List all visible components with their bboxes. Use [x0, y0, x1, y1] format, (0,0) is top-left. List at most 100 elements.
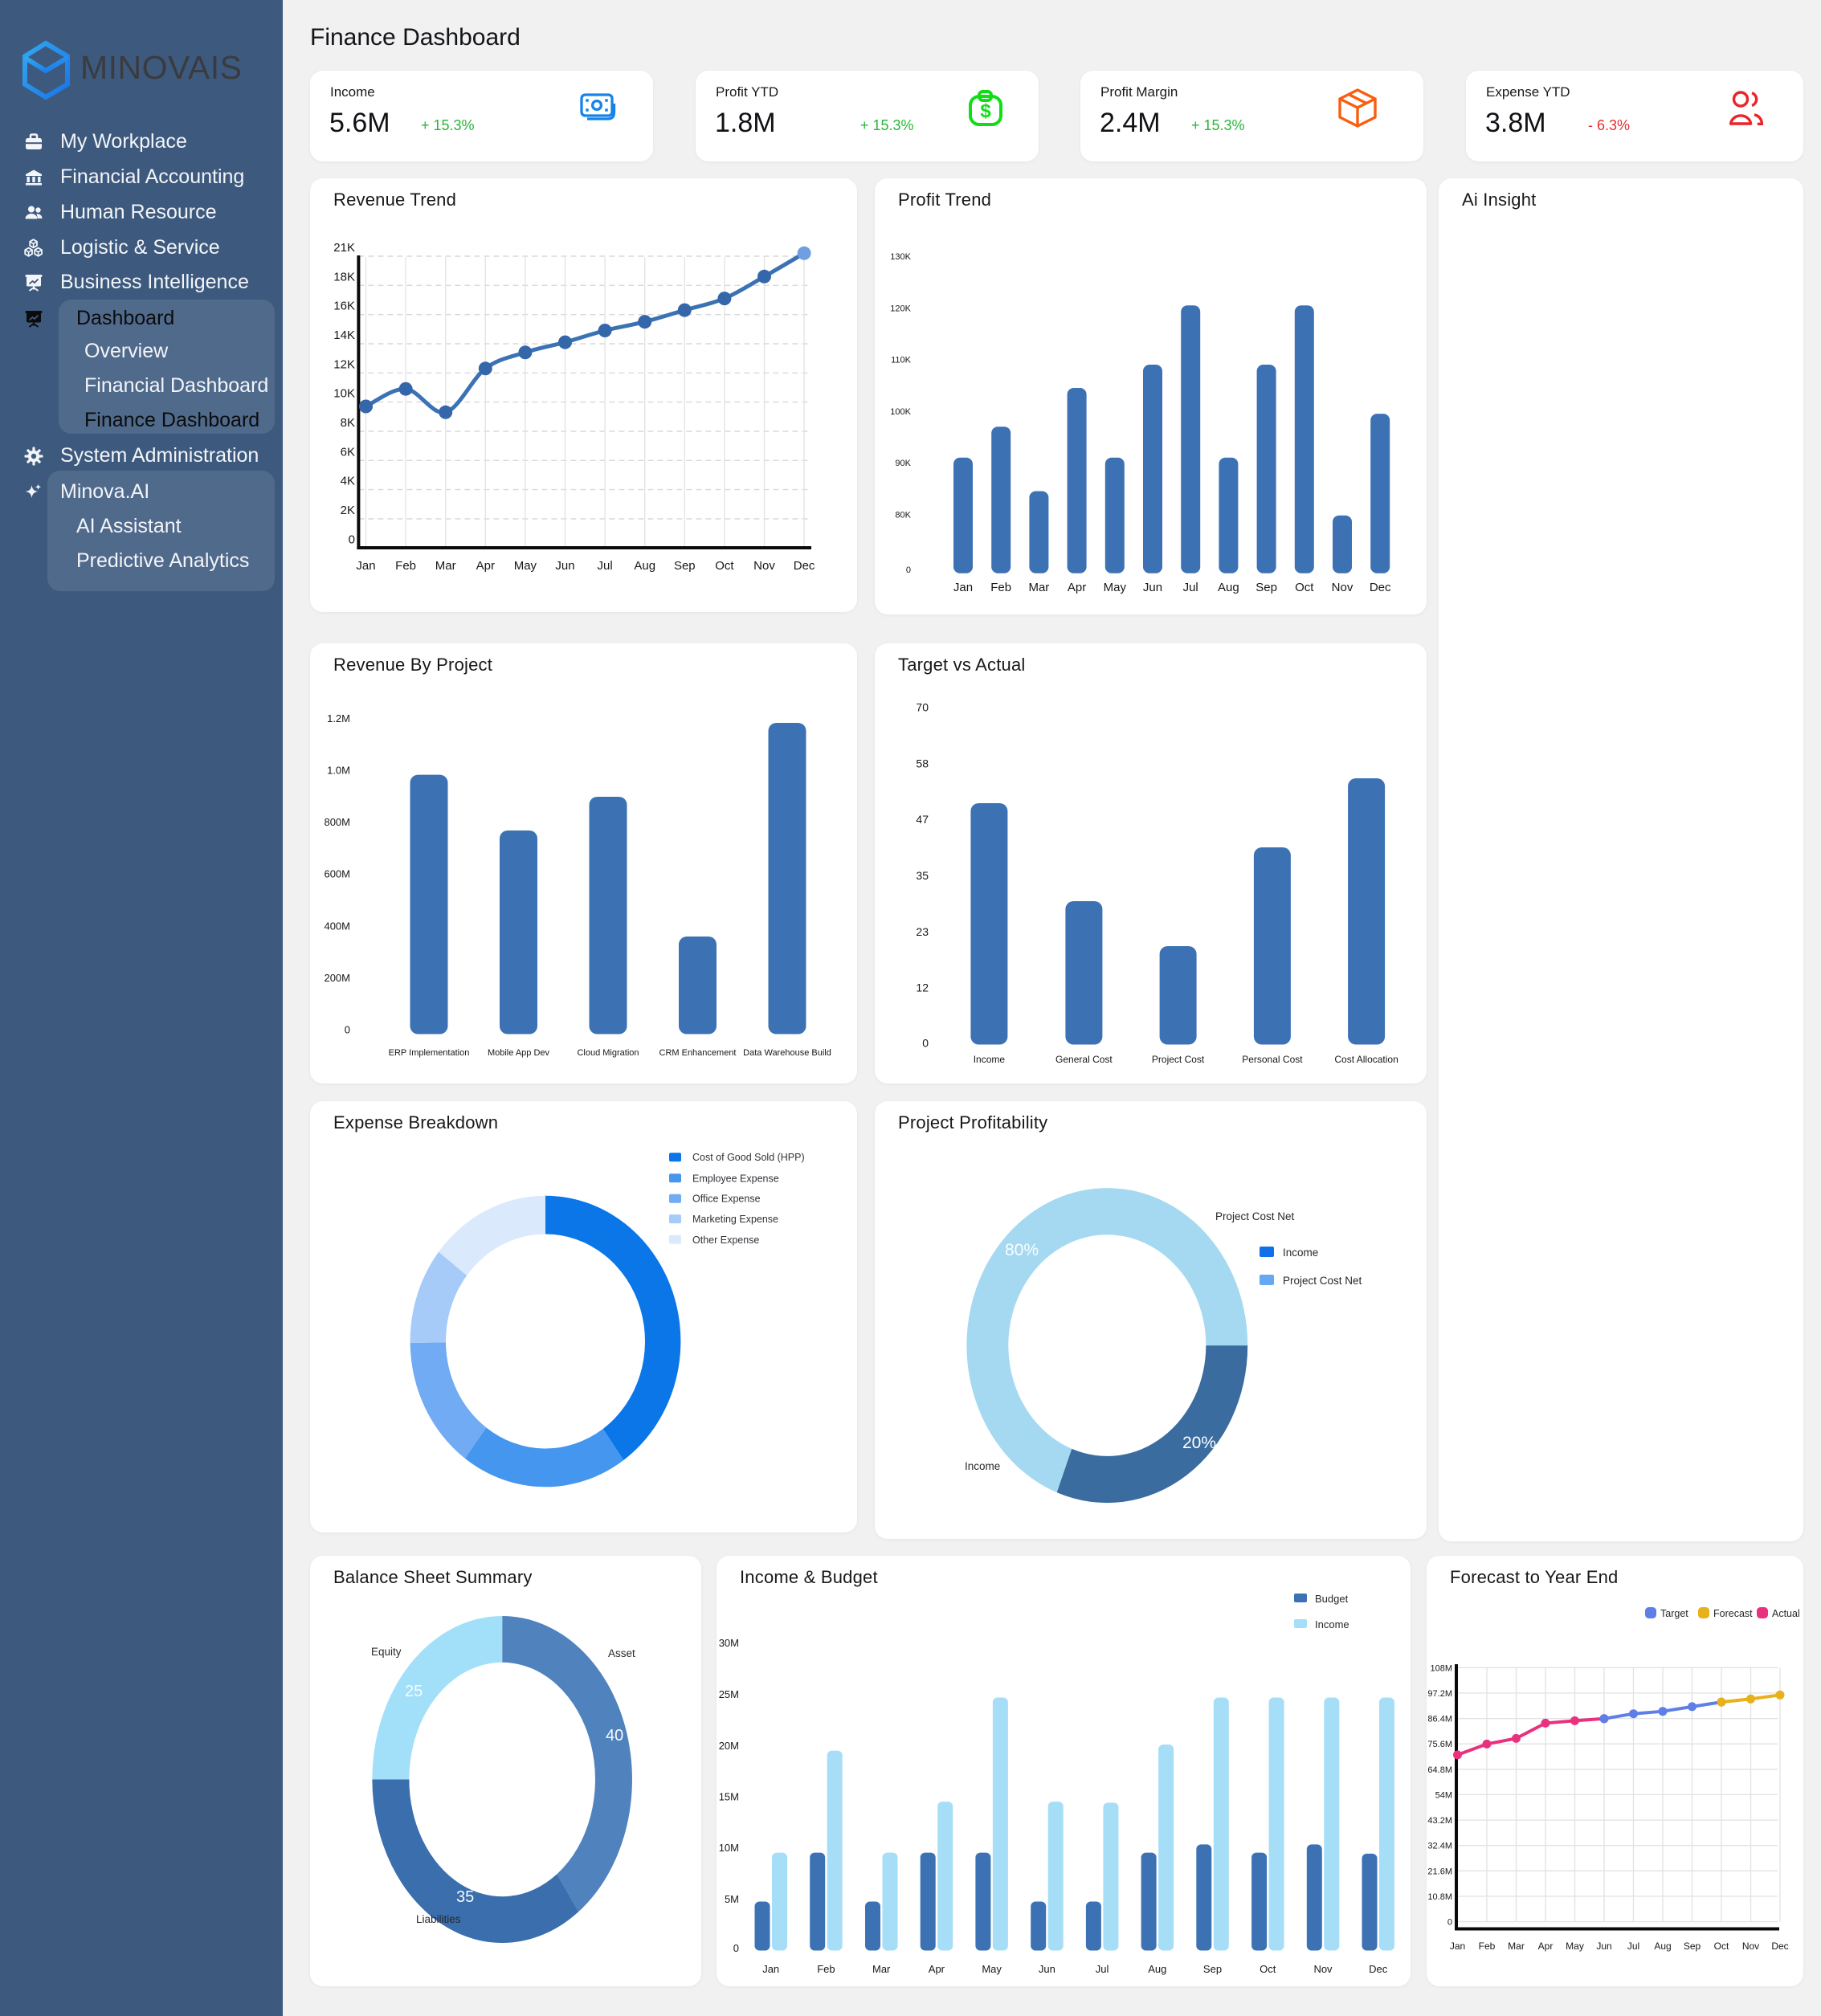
svg-text:May: May	[982, 1963, 1002, 1975]
svg-text:40: 40	[606, 1727, 623, 1745]
svg-text:Feb: Feb	[990, 581, 1011, 594]
svg-text:Jan: Jan	[953, 581, 973, 594]
svg-text:4K: 4K	[341, 475, 355, 488]
svg-text:Nov: Nov	[1313, 1963, 1333, 1975]
svg-text:Office Expense: Office Expense	[692, 1194, 761, 1205]
svg-text:10.8M: 10.8M	[1427, 1892, 1452, 1902]
svg-text:2K: 2K	[341, 504, 355, 517]
svg-text:Project Cost: Project Cost	[1152, 1054, 1205, 1065]
svg-text:1.2M: 1.2M	[327, 712, 350, 724]
svg-text:Feb: Feb	[395, 559, 416, 573]
svg-text:Apr: Apr	[1068, 581, 1086, 594]
svg-text:Mar: Mar	[435, 559, 456, 573]
svg-text:Apr: Apr	[929, 1963, 945, 1975]
svg-text:Apr: Apr	[476, 559, 495, 573]
svg-text:110K: 110K	[891, 356, 912, 365]
svg-text:Budget: Budget	[1315, 1593, 1349, 1605]
svg-text:130K: 130K	[890, 252, 911, 262]
svg-text:800M: 800M	[324, 816, 350, 828]
svg-text:Jul: Jul	[1627, 1941, 1639, 1952]
svg-text:May: May	[1566, 1941, 1584, 1952]
svg-text:Feb: Feb	[1479, 1941, 1496, 1952]
svg-text:Aug: Aug	[634, 559, 655, 573]
svg-text:6K: 6K	[341, 445, 355, 459]
svg-text:Jul: Jul	[1096, 1963, 1109, 1975]
svg-text:Marketing Expense: Marketing Expense	[692, 1214, 778, 1225]
svg-text:18K: 18K	[333, 270, 355, 284]
svg-text:Project Cost Net: Project Cost Net	[1283, 1275, 1362, 1287]
svg-text:20M: 20M	[719, 1740, 739, 1752]
svg-text:Jun: Jun	[1039, 1963, 1055, 1975]
svg-text:80%: 80%	[1005, 1241, 1039, 1259]
svg-text:Nov: Nov	[1742, 1941, 1759, 1952]
svg-text:May: May	[1104, 581, 1127, 594]
svg-text:70: 70	[916, 700, 929, 713]
svg-text:CRM Enhancement: CRM Enhancement	[659, 1048, 737, 1058]
svg-text:600M: 600M	[324, 868, 350, 880]
svg-text:0: 0	[733, 1942, 739, 1954]
svg-text:$: $	[980, 100, 991, 122]
svg-text:43.2M: 43.2M	[1427, 1816, 1452, 1826]
svg-text:Mar: Mar	[1028, 581, 1049, 594]
svg-text:35: 35	[916, 869, 929, 882]
svg-text:8K: 8K	[341, 416, 355, 430]
svg-text:108M: 108M	[1430, 1663, 1452, 1673]
svg-text:47: 47	[916, 813, 929, 826]
svg-text:120K: 120K	[890, 304, 911, 313]
svg-text:Jan: Jan	[1450, 1941, 1465, 1952]
svg-text:Nov: Nov	[753, 559, 775, 573]
svg-text:32.4M: 32.4M	[1427, 1842, 1452, 1851]
svg-text:Target: Target	[1660, 1608, 1688, 1619]
svg-text:Oct: Oct	[1714, 1941, 1729, 1952]
svg-text:Data Warehouse Build: Data Warehouse Build	[743, 1048, 831, 1058]
svg-text:1.0M: 1.0M	[327, 765, 350, 777]
svg-text:15M: 15M	[719, 1791, 739, 1803]
svg-text:Income: Income	[1283, 1247, 1318, 1259]
svg-text:Mar: Mar	[1508, 1941, 1525, 1952]
svg-text:Liabilities: Liabilities	[416, 1913, 461, 1925]
svg-text:5M: 5M	[725, 1893, 739, 1905]
svg-text:16K: 16K	[333, 300, 355, 313]
svg-text:Jan: Jan	[356, 559, 375, 573]
svg-text:Jun: Jun	[555, 559, 574, 573]
svg-text:Dec: Dec	[1369, 1963, 1388, 1975]
svg-text:75.6M: 75.6M	[1427, 1740, 1452, 1749]
svg-text:Jan: Jan	[762, 1963, 779, 1975]
svg-text:0: 0	[922, 1037, 929, 1050]
svg-text:Sep: Sep	[1256, 581, 1277, 594]
svg-text:Mar: Mar	[872, 1963, 891, 1975]
svg-text:Mobile App Dev: Mobile App Dev	[488, 1048, 550, 1058]
svg-text:Income: Income	[974, 1054, 1006, 1065]
svg-text:54M: 54M	[1435, 1790, 1452, 1800]
svg-text:12: 12	[916, 981, 929, 994]
svg-text:Personal Cost: Personal Cost	[1242, 1054, 1303, 1065]
svg-text:Oct: Oct	[715, 559, 734, 573]
svg-text:Forecast: Forecast	[1713, 1608, 1753, 1619]
svg-text:86.4M: 86.4M	[1427, 1715, 1452, 1724]
svg-text:Equity: Equity	[371, 1646, 402, 1658]
svg-text:Nov: Nov	[1332, 581, 1354, 594]
svg-text:Jun: Jun	[1143, 581, 1162, 594]
svg-text:Dec: Dec	[794, 559, 815, 573]
svg-text:0: 0	[906, 565, 911, 575]
svg-text:0: 0	[345, 1024, 350, 1036]
svg-text:General Cost: General Cost	[1055, 1054, 1113, 1065]
svg-text:10K: 10K	[333, 387, 355, 401]
svg-text:Aug: Aug	[1218, 581, 1239, 594]
svg-text:0: 0	[1447, 1918, 1452, 1928]
svg-text:ERP Implementation: ERP Implementation	[389, 1048, 470, 1058]
svg-text:97.2M: 97.2M	[1427, 1689, 1452, 1699]
svg-text:10M: 10M	[719, 1842, 739, 1854]
svg-text:Aug: Aug	[1654, 1941, 1671, 1952]
svg-text:Oct: Oct	[1295, 581, 1314, 594]
svg-text:Cloud Migration: Cloud Migration	[577, 1048, 639, 1058]
svg-text:20%: 20%	[1182, 1434, 1216, 1452]
svg-text:Jun: Jun	[1596, 1941, 1611, 1952]
svg-text:100K: 100K	[890, 407, 911, 417]
svg-text:400M: 400M	[324, 920, 350, 932]
svg-text:Project Cost Net: Project Cost Net	[1215, 1210, 1295, 1222]
svg-text:12K: 12K	[333, 357, 355, 371]
svg-text:200M: 200M	[324, 972, 350, 984]
svg-text:Income: Income	[965, 1460, 1000, 1472]
svg-text:Sep: Sep	[1684, 1941, 1701, 1952]
